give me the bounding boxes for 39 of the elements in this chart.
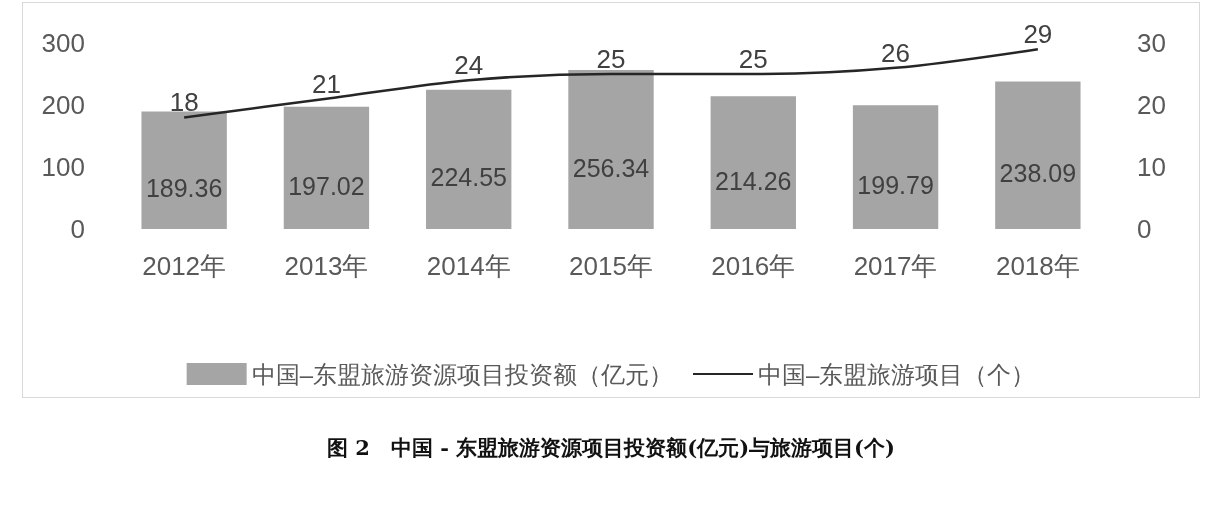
y-tick-label: 300	[41, 28, 85, 58]
legend-label: 中国–东盟旅游资源项目投资额（亿元）	[251, 360, 674, 388]
y2-tick-label: 10	[1137, 152, 1166, 182]
bar	[141, 111, 227, 229]
data-label: 214.26	[715, 166, 792, 195]
data-label: 224.55	[430, 163, 507, 192]
y2-tick-label: 0	[1137, 214, 1152, 244]
bar	[568, 70, 654, 229]
x-tick-label: 2016年	[711, 251, 796, 281]
y-tick-label: 0	[70, 214, 85, 244]
y-tick-label: 100	[41, 152, 85, 182]
data-label: 256.34	[572, 153, 650, 182]
data-label: 25	[596, 44, 626, 74]
bar	[710, 96, 796, 229]
data-label: 189.36	[145, 174, 223, 203]
data-label: 26	[881, 37, 911, 68]
bar	[283, 106, 370, 229]
data-label: 25	[738, 44, 768, 74]
bar	[426, 89, 512, 229]
bar	[995, 81, 1081, 229]
x-tick-label: 2018年	[995, 251, 1080, 281]
data-label: 238.09	[999, 159, 1077, 188]
data-label: 21	[311, 68, 341, 99]
x-tick-label: 2014年	[426, 251, 511, 281]
x-tick-label: 2017年	[853, 251, 938, 281]
data-label: 197.02	[288, 171, 365, 200]
x-tick-label: 2015年	[569, 251, 653, 281]
data-label: 29	[1023, 19, 1053, 50]
data-label: 199.79	[857, 171, 934, 200]
y2-tick-label: 20	[1137, 90, 1166, 120]
data-label: 18	[169, 87, 199, 118]
y-tick-label: 200	[41, 90, 85, 120]
x-tick-label: 2013年	[284, 251, 369, 281]
bar	[852, 105, 939, 229]
y2-tick-label: 30	[1137, 28, 1166, 58]
legend-label: 中国–东盟旅游项目（个）	[758, 360, 1036, 388]
data-label: 24	[454, 50, 484, 81]
x-tick-label: 2012年	[142, 251, 227, 281]
text: 图 2 中国 - 东盟旅游资源项目投资额(亿元)与旅游项目(个)	[326, 434, 896, 462]
